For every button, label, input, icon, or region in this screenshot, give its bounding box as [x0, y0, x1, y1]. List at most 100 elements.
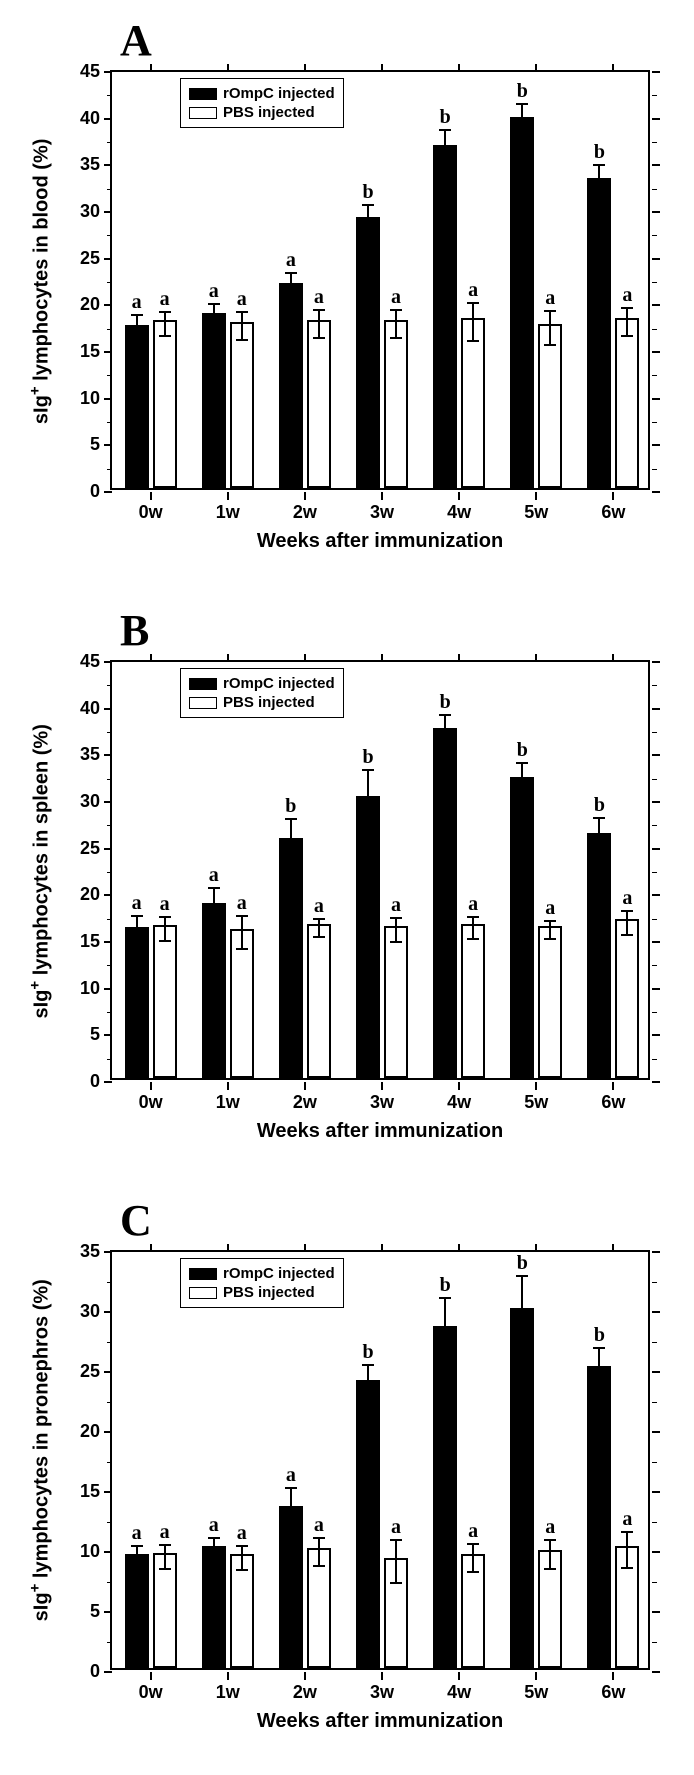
- legend-label: rOmpC injected: [223, 85, 335, 102]
- y-axis-title: sIg+ lymphocytes in pronephros (%): [27, 1301, 54, 1621]
- significance-label: a: [204, 1514, 224, 1537]
- y-tick-label: 40: [64, 698, 100, 719]
- x-tick-label: 4w: [421, 1092, 498, 1113]
- panel-letter: A: [120, 15, 152, 66]
- bar: [433, 1326, 457, 1668]
- y-axis-title: sIg+ lymphocytes in blood (%): [27, 121, 54, 441]
- legend-swatch: [189, 107, 217, 119]
- x-tick-label: 2w: [266, 502, 343, 523]
- significance-label: a: [127, 291, 147, 314]
- significance-label: a: [309, 1514, 329, 1537]
- significance-label: a: [617, 1508, 637, 1531]
- significance-label: a: [232, 288, 252, 311]
- significance-label: a: [155, 893, 175, 916]
- y-tick-label: 40: [64, 108, 100, 129]
- y-tick-label: 20: [64, 884, 100, 905]
- bar: [125, 927, 149, 1078]
- bar: [125, 325, 149, 488]
- legend-swatch: [189, 678, 217, 690]
- y-tick-label: 35: [64, 744, 100, 765]
- y-tick-label: 10: [64, 1541, 100, 1562]
- bar: [384, 926, 408, 1078]
- significance-label: a: [463, 279, 483, 302]
- bar: [587, 833, 611, 1078]
- significance-label: b: [435, 106, 455, 129]
- significance-label: b: [589, 794, 609, 817]
- y-tick-label: 30: [64, 791, 100, 812]
- legend-swatch: [189, 697, 217, 709]
- bar: [230, 929, 254, 1078]
- significance-label: a: [155, 288, 175, 311]
- significance-label: a: [540, 287, 560, 310]
- x-tick-label: 0w: [112, 1092, 189, 1113]
- bar: [279, 283, 303, 488]
- bar: [356, 217, 380, 488]
- y-tick-label: 25: [64, 838, 100, 859]
- bar: [202, 1546, 226, 1668]
- bar: [202, 313, 226, 488]
- x-tick-label: 0w: [112, 1682, 189, 1703]
- bar: [510, 1308, 534, 1668]
- x-tick-label: 1w: [189, 502, 266, 523]
- significance-label: b: [512, 739, 532, 762]
- significance-label: a: [155, 1521, 175, 1544]
- bar: [538, 926, 562, 1078]
- bar: [510, 777, 534, 1078]
- y-tick-label: 35: [64, 154, 100, 175]
- significance-label: b: [358, 746, 378, 769]
- bar: [356, 1380, 380, 1668]
- bar: [153, 1553, 177, 1668]
- bar: [433, 145, 457, 488]
- x-tick-label: 2w: [266, 1682, 343, 1703]
- significance-label: a: [281, 1464, 301, 1487]
- significance-label: b: [281, 795, 301, 818]
- x-tick-label: 6w: [575, 1092, 652, 1113]
- bar: [125, 1554, 149, 1668]
- legend: rOmpC injectedPBS injected: [180, 78, 344, 128]
- legend-row: PBS injected: [189, 1284, 335, 1301]
- legend: rOmpC injected PBS injected: [180, 668, 344, 718]
- bar: [538, 324, 562, 488]
- bar: [587, 178, 611, 488]
- significance-label: b: [512, 1252, 532, 1275]
- y-axis-title: sIg+ lymphocytes in spleen (%): [27, 711, 54, 1031]
- figure-container: A0510152025303540450waa1waa2waa3wba4wba5…: [0, 0, 694, 1770]
- y-tick-label: 45: [64, 61, 100, 82]
- bar: [461, 318, 485, 488]
- significance-label: b: [589, 1324, 609, 1347]
- x-tick-label: 2w: [266, 1092, 343, 1113]
- significance-label: a: [540, 897, 560, 920]
- y-tick-label: 5: [64, 434, 100, 455]
- y-tick-label: 10: [64, 978, 100, 999]
- y-tick-label: 15: [64, 931, 100, 952]
- panel-letter: B: [120, 605, 149, 656]
- y-tick-label: 20: [64, 294, 100, 315]
- chart-area: 0510152025303540450waa1waa2wba3wba4wba5w…: [110, 660, 650, 1080]
- bar: [307, 320, 331, 488]
- legend: rOmpC injectedPBS injected: [180, 1258, 344, 1308]
- bar: [615, 919, 639, 1078]
- significance-label: a: [204, 280, 224, 303]
- significance-label: b: [435, 1274, 455, 1297]
- bar: [307, 924, 331, 1078]
- significance-label: b: [589, 141, 609, 164]
- legend-row: rOmpC injected: [189, 675, 335, 692]
- bar: [279, 838, 303, 1078]
- significance-label: a: [386, 894, 406, 917]
- significance-label: a: [309, 286, 329, 309]
- legend-label: PBS injected: [223, 1284, 315, 1301]
- y-tick-label: 5: [64, 1601, 100, 1622]
- significance-label: a: [309, 895, 329, 918]
- bar: [153, 320, 177, 488]
- x-tick-label: 0w: [112, 502, 189, 523]
- legend-row: PBS injected: [189, 694, 335, 711]
- significance-label: a: [232, 1522, 252, 1545]
- significance-label: a: [540, 1516, 560, 1539]
- x-axis-title: Weeks after immunization: [110, 1120, 650, 1143]
- x-axis-title: Weeks after immunization: [110, 1710, 650, 1733]
- significance-label: a: [463, 1520, 483, 1543]
- y-tick-label: 25: [64, 1361, 100, 1382]
- bar: [433, 728, 457, 1078]
- significance-label: a: [617, 887, 637, 910]
- x-tick-label: 5w: [498, 1682, 575, 1703]
